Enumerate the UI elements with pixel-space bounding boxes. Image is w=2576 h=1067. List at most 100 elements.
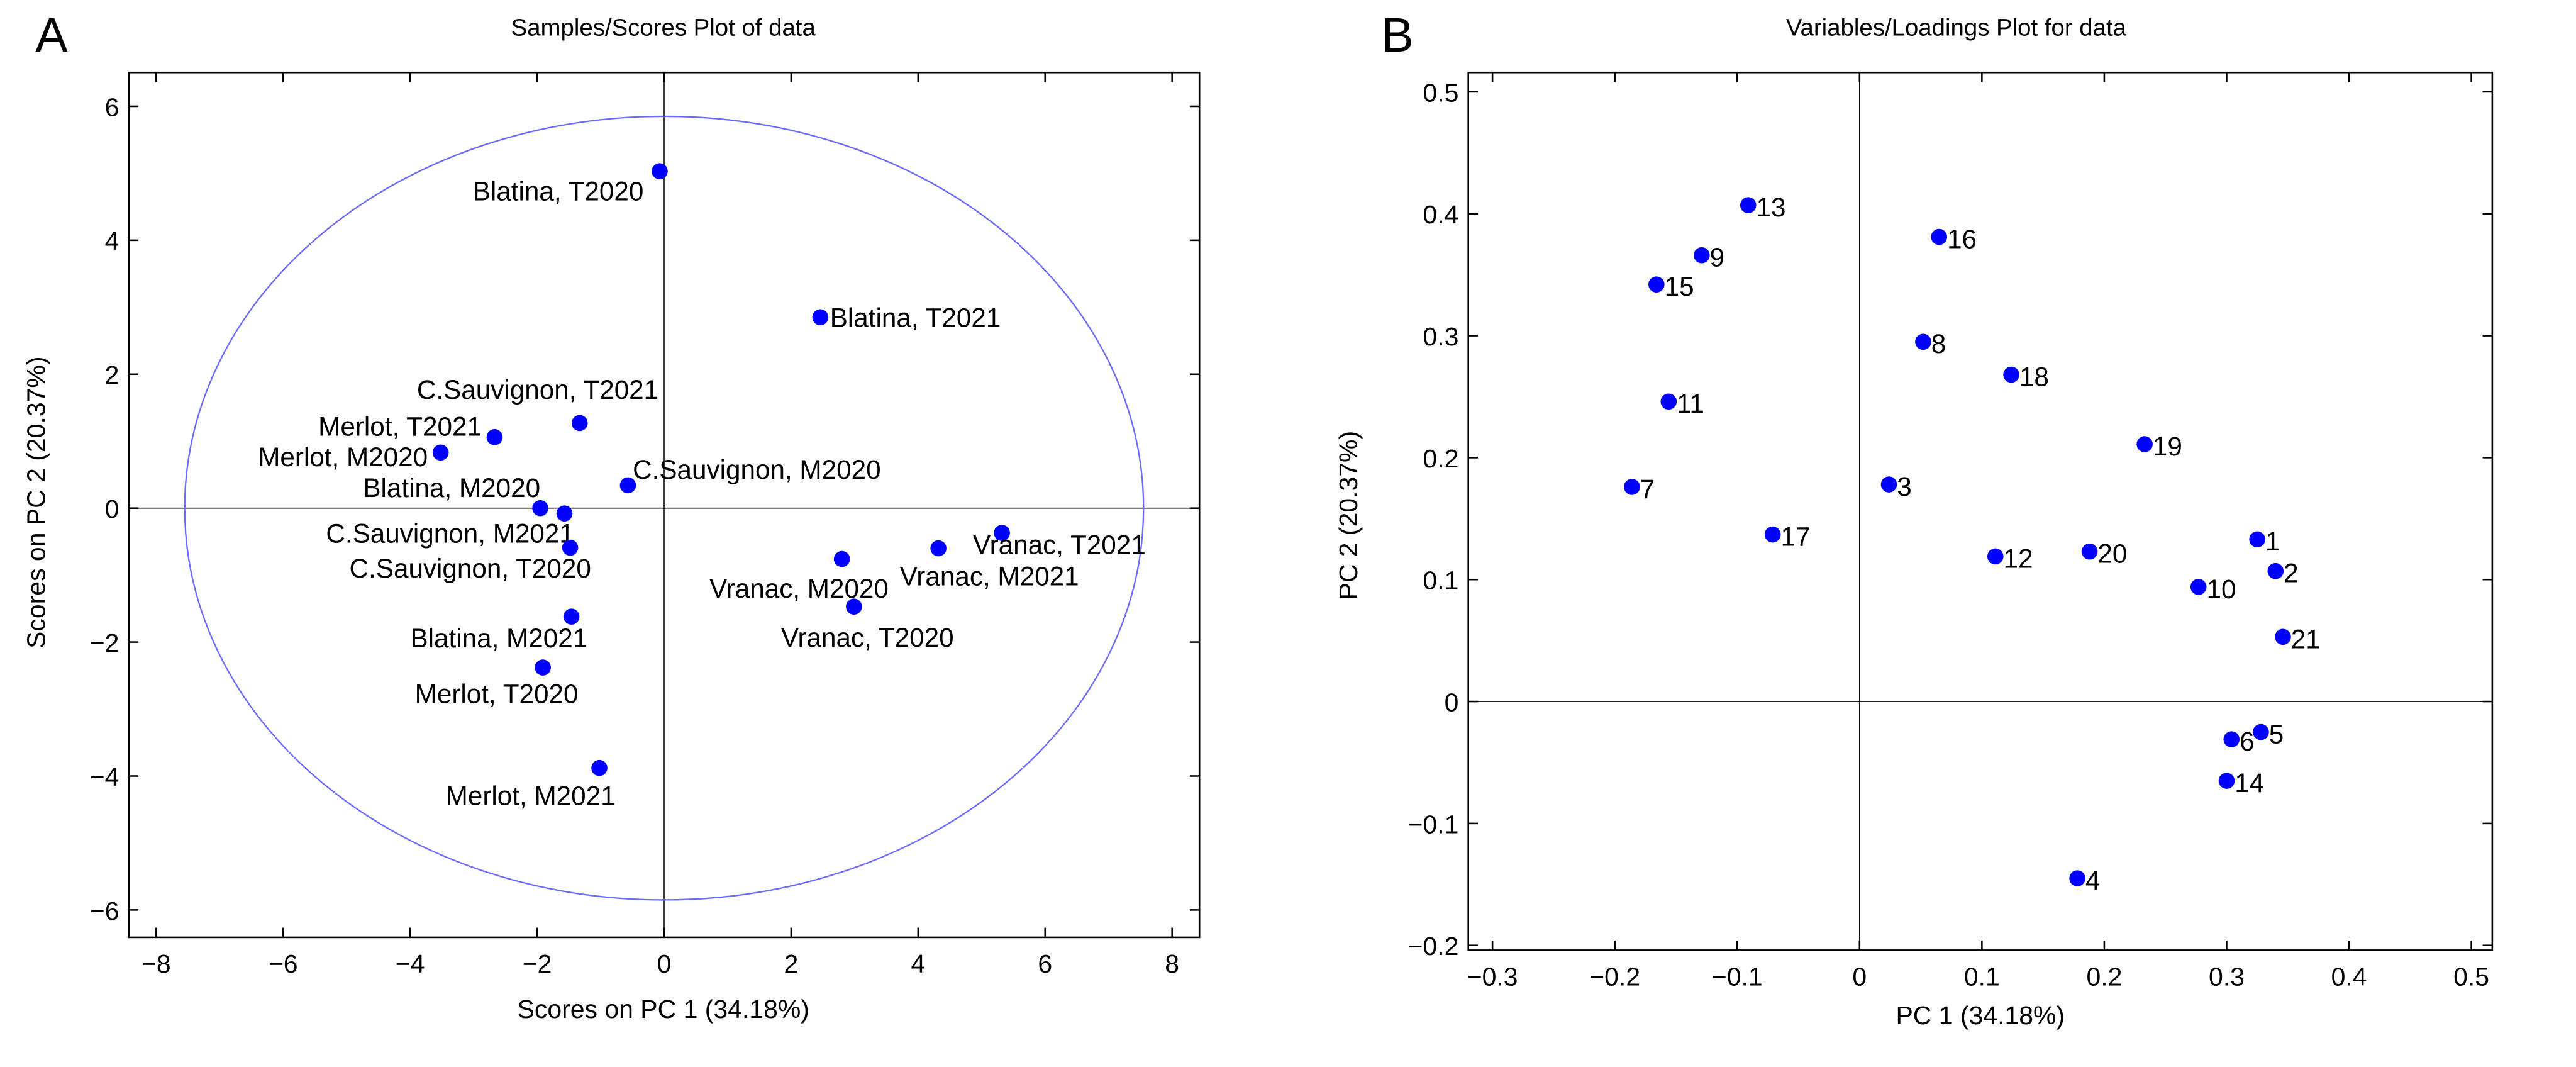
data-point-label: Blatina, M2020 bbox=[363, 473, 540, 503]
data-point-label: Merlot, M2021 bbox=[446, 781, 616, 811]
data-point bbox=[1764, 526, 1781, 543]
x-tick-label: 0.4 bbox=[2331, 963, 2367, 992]
data-point bbox=[652, 163, 668, 180]
confidence-ellipse bbox=[184, 115, 1145, 901]
data-point-label: Merlot, T2020 bbox=[415, 679, 579, 708]
x-tick-label: 0 bbox=[657, 949, 672, 978]
y-tick-label: 0.5 bbox=[1423, 78, 1458, 107]
y-tick-label: 0.4 bbox=[1423, 200, 1458, 229]
data-point-label: 20 bbox=[2097, 539, 2127, 569]
data-point-label: 9 bbox=[1710, 243, 1725, 272]
y-tick-label: −0.1 bbox=[1408, 810, 1459, 839]
data-point-label: 16 bbox=[1947, 224, 1977, 254]
data-point bbox=[563, 608, 580, 625]
y-tick-label: 0.1 bbox=[1423, 566, 1458, 595]
x-tick-label: 2 bbox=[784, 949, 799, 978]
y-tick-label: 2 bbox=[105, 360, 119, 389]
data-point bbox=[1694, 247, 1710, 264]
data-point-label: 5 bbox=[2269, 719, 2284, 749]
data-point bbox=[2069, 870, 2085, 886]
data-point bbox=[2267, 562, 2284, 579]
data-point bbox=[812, 309, 829, 326]
x-tick-label: −0.3 bbox=[1467, 963, 1518, 992]
y-tick-label: −6 bbox=[90, 897, 119, 925]
data-point-label: Blatina, M2021 bbox=[410, 623, 587, 653]
scores-x-axis-label: Scores on PC 1 (34.18%) bbox=[518, 995, 809, 1024]
data-point bbox=[2223, 731, 2240, 747]
data-point bbox=[846, 598, 862, 615]
scores-y-axis-label: Scores on PC 2 (20.37%) bbox=[22, 357, 51, 649]
x-tick-label: −8 bbox=[142, 949, 171, 978]
x-tick-label: 6 bbox=[1038, 949, 1052, 978]
data-point bbox=[571, 415, 588, 432]
x-tick-label: 4 bbox=[911, 949, 925, 978]
panel-label-b: B bbox=[1381, 8, 1413, 62]
y-tick-label: 0 bbox=[1445, 688, 1459, 717]
data-point bbox=[2253, 723, 2269, 740]
y-tick-label: 0.2 bbox=[1423, 444, 1458, 473]
y-tick-label: 6 bbox=[105, 92, 119, 121]
data-point bbox=[833, 550, 850, 567]
axes-frame bbox=[1467, 71, 2494, 951]
data-point-label: 10 bbox=[2207, 574, 2236, 604]
data-point-label: Vranac, T2020 bbox=[781, 623, 954, 652]
data-point-label: 3 bbox=[1897, 472, 1912, 501]
y-tick-label: −4 bbox=[90, 763, 119, 791]
x-tick-label: −6 bbox=[269, 949, 298, 978]
data-point-label: 1 bbox=[2265, 527, 2280, 556]
data-point-label: C.Sauvignon, T2020 bbox=[350, 554, 591, 583]
data-point-label: 15 bbox=[1665, 272, 1694, 301]
data-point bbox=[1648, 276, 1665, 293]
x-tick-label: −0.2 bbox=[1589, 963, 1640, 992]
x-tick-label: 0.2 bbox=[2086, 963, 2122, 992]
data-point-label: Blatina, T2021 bbox=[830, 303, 1001, 333]
data-point bbox=[591, 759, 608, 776]
y-tick-label: −2 bbox=[90, 628, 119, 657]
data-point-label: 7 bbox=[1640, 474, 1655, 504]
x-tick-label: −4 bbox=[396, 949, 425, 978]
y-tick-label: 4 bbox=[105, 226, 119, 255]
loadings-plot: B Variables/Loadings Plot for data PC 1 … bbox=[1334, 8, 2494, 1030]
data-point bbox=[2003, 366, 2019, 383]
data-point-label: 18 bbox=[2019, 362, 2049, 392]
x-tick-label: 0.1 bbox=[1964, 963, 2000, 992]
data-point bbox=[2275, 628, 2291, 645]
data-point bbox=[2190, 579, 2207, 595]
data-point-label: C.Sauvignon, T2021 bbox=[417, 375, 658, 405]
y-tick-label: −0.2 bbox=[1408, 932, 1459, 961]
data-point bbox=[556, 505, 573, 522]
data-point bbox=[1624, 479, 1640, 495]
data-point bbox=[562, 539, 579, 556]
data-point bbox=[486, 429, 503, 445]
data-point-label: 21 bbox=[2291, 624, 2321, 654]
panel-label-a: A bbox=[35, 8, 68, 62]
data-point bbox=[1931, 228, 1948, 245]
data-point bbox=[532, 500, 548, 517]
x-tick-label: 8 bbox=[1165, 949, 1179, 978]
x-tick-label: 0.5 bbox=[2453, 963, 2489, 992]
data-point bbox=[1987, 548, 2004, 565]
data-point bbox=[1740, 197, 1757, 213]
data-point-label: 4 bbox=[2085, 866, 2101, 895]
data-point bbox=[535, 659, 551, 676]
data-point-label: 17 bbox=[1780, 522, 1810, 551]
loadings-plot-title: Variables/Loadings Plot for data bbox=[1786, 14, 2127, 41]
data-point-label: Merlot, M2020 bbox=[258, 442, 428, 472]
data-point-label: 2 bbox=[2284, 559, 2299, 588]
data-point bbox=[2218, 773, 2235, 789]
data-point bbox=[930, 540, 947, 557]
data-point bbox=[1880, 476, 1897, 493]
data-point-label: 6 bbox=[2240, 727, 2255, 756]
data-point-label: Vranac, M2021 bbox=[900, 561, 1079, 591]
x-tick-label: −0.1 bbox=[1712, 963, 1763, 992]
data-point-label: Vranac, M2020 bbox=[709, 574, 889, 603]
data-point-label: 13 bbox=[1757, 193, 1786, 222]
x-tick-label: 0 bbox=[1852, 963, 1867, 992]
data-point-label: Vranac, T2021 bbox=[973, 530, 1146, 559]
scores-plot: A Samples/Scores Plot of data Scores on … bbox=[22, 8, 1201, 1024]
x-tick-label: 0.3 bbox=[2209, 963, 2245, 992]
data-point-label: 12 bbox=[2004, 544, 2033, 573]
data-point bbox=[619, 477, 636, 494]
data-point-label: 8 bbox=[1931, 329, 1946, 359]
